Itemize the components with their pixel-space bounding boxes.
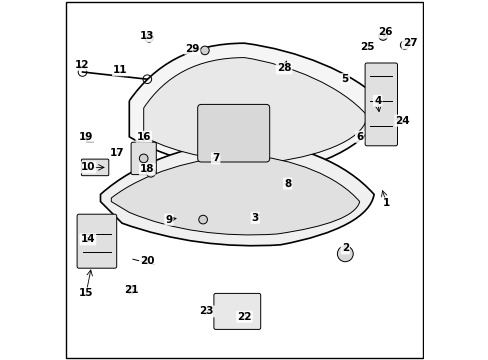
FancyBboxPatch shape bbox=[131, 142, 156, 175]
Text: 9: 9 bbox=[165, 215, 172, 225]
Text: 26: 26 bbox=[377, 27, 391, 37]
Text: 3: 3 bbox=[251, 213, 258, 223]
PathPatch shape bbox=[143, 58, 366, 162]
Text: 23: 23 bbox=[199, 306, 214, 316]
Circle shape bbox=[200, 46, 209, 55]
PathPatch shape bbox=[129, 43, 381, 173]
Text: 19: 19 bbox=[79, 132, 93, 142]
Text: 16: 16 bbox=[136, 132, 151, 142]
Circle shape bbox=[378, 32, 386, 40]
Circle shape bbox=[337, 246, 352, 262]
Text: 2: 2 bbox=[341, 243, 348, 253]
Text: 18: 18 bbox=[140, 164, 154, 174]
Text: 14: 14 bbox=[81, 234, 95, 244]
Circle shape bbox=[139, 154, 148, 163]
Text: 28: 28 bbox=[276, 63, 291, 73]
Text: 11: 11 bbox=[113, 65, 127, 75]
Text: 27: 27 bbox=[402, 38, 417, 48]
Text: 1: 1 bbox=[382, 198, 389, 208]
Text: 17: 17 bbox=[109, 148, 124, 158]
Text: 12: 12 bbox=[75, 60, 90, 70]
PathPatch shape bbox=[111, 155, 359, 235]
Circle shape bbox=[146, 168, 155, 177]
FancyBboxPatch shape bbox=[77, 214, 117, 268]
Circle shape bbox=[400, 41, 408, 49]
Text: 24: 24 bbox=[395, 116, 409, 126]
Text: 29: 29 bbox=[185, 44, 199, 54]
Text: 15: 15 bbox=[79, 288, 93, 298]
Text: 10: 10 bbox=[81, 162, 95, 172]
Circle shape bbox=[126, 285, 135, 294]
Text: 20: 20 bbox=[140, 256, 154, 266]
FancyBboxPatch shape bbox=[197, 104, 269, 162]
Circle shape bbox=[144, 33, 153, 42]
FancyBboxPatch shape bbox=[365, 63, 397, 146]
FancyBboxPatch shape bbox=[213, 293, 260, 329]
Text: 13: 13 bbox=[140, 31, 154, 41]
Circle shape bbox=[199, 215, 207, 224]
PathPatch shape bbox=[101, 140, 373, 246]
Text: 5: 5 bbox=[341, 74, 348, 84]
Text: 4: 4 bbox=[373, 96, 381, 106]
Text: 7: 7 bbox=[212, 153, 219, 163]
FancyBboxPatch shape bbox=[81, 159, 108, 176]
Text: 6: 6 bbox=[355, 132, 363, 142]
Text: 21: 21 bbox=[123, 285, 138, 295]
Text: 25: 25 bbox=[359, 42, 373, 52]
Text: 8: 8 bbox=[284, 179, 291, 189]
Text: 22: 22 bbox=[237, 312, 251, 322]
